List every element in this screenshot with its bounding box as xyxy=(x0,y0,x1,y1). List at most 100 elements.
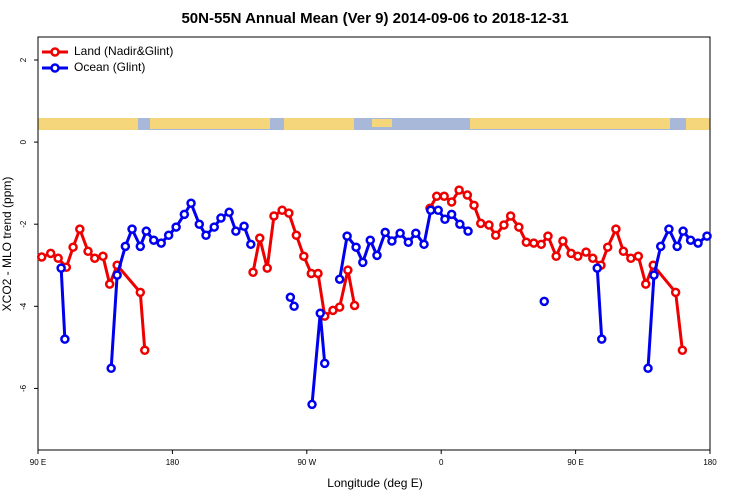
point xyxy=(56,263,66,273)
point xyxy=(455,219,465,229)
point xyxy=(672,241,682,252)
point xyxy=(262,263,272,273)
point xyxy=(135,241,146,252)
point xyxy=(83,246,93,257)
point xyxy=(633,251,644,261)
point xyxy=(239,221,249,232)
point xyxy=(246,239,256,250)
point xyxy=(285,292,296,303)
point xyxy=(89,253,100,264)
point xyxy=(403,237,414,248)
point xyxy=(156,238,166,248)
y-tick-label: -6 xyxy=(19,384,28,392)
point xyxy=(284,208,294,218)
point xyxy=(387,236,397,246)
plot-frame xyxy=(37,36,711,451)
point xyxy=(194,219,205,229)
point xyxy=(141,226,152,236)
point xyxy=(216,213,226,223)
point xyxy=(127,224,137,234)
point xyxy=(36,252,47,262)
point xyxy=(248,267,258,277)
point xyxy=(446,197,457,207)
legend-marker xyxy=(50,47,60,57)
point xyxy=(505,211,516,221)
point xyxy=(365,235,376,245)
x-tick-label: 180 xyxy=(703,458,717,467)
y-tick-label: -4 xyxy=(19,302,28,310)
point xyxy=(358,257,368,268)
point xyxy=(693,238,703,248)
point xyxy=(626,253,636,264)
map-strip xyxy=(38,118,710,130)
y-tick-label: -2 xyxy=(19,220,28,228)
point xyxy=(641,279,651,289)
point xyxy=(68,242,78,252)
legend-label: Ocean (Glint) xyxy=(74,60,145,74)
point xyxy=(602,242,613,252)
point xyxy=(179,209,190,220)
legend-marker xyxy=(50,63,60,73)
point xyxy=(581,247,591,257)
point xyxy=(104,279,115,289)
y-tick-label: 0 xyxy=(19,139,28,144)
point xyxy=(490,230,501,241)
point xyxy=(395,228,405,238)
point xyxy=(411,228,421,238)
point xyxy=(655,241,666,252)
point xyxy=(611,224,621,234)
point xyxy=(98,251,108,261)
point xyxy=(536,239,547,250)
point xyxy=(543,231,553,241)
point xyxy=(75,224,85,234)
point xyxy=(53,253,63,264)
point xyxy=(588,253,598,264)
point xyxy=(351,242,361,252)
point xyxy=(163,230,174,241)
point xyxy=(289,301,299,312)
point xyxy=(499,220,509,230)
point xyxy=(670,287,681,298)
point xyxy=(476,218,486,229)
point xyxy=(171,222,181,232)
point xyxy=(224,207,234,218)
point xyxy=(643,363,653,374)
point xyxy=(201,230,211,241)
series-line xyxy=(41,188,684,351)
point xyxy=(334,302,345,312)
point xyxy=(678,226,688,236)
point xyxy=(106,363,116,374)
point xyxy=(299,251,309,261)
point xyxy=(596,334,607,344)
point xyxy=(148,235,159,245)
point xyxy=(469,200,479,211)
point xyxy=(380,227,390,238)
point xyxy=(573,251,583,261)
point xyxy=(677,345,688,355)
point xyxy=(313,268,323,279)
point xyxy=(307,399,317,410)
point xyxy=(120,241,131,252)
point xyxy=(539,296,549,307)
point xyxy=(269,211,279,221)
point xyxy=(649,270,659,280)
legend-label: Land (Nadir&Glint) xyxy=(74,44,173,58)
point xyxy=(342,231,352,241)
point xyxy=(433,205,443,215)
x-tick-label: 90 E xyxy=(567,458,583,467)
point xyxy=(60,334,70,344)
point xyxy=(112,270,122,280)
point xyxy=(558,236,568,246)
x-tick-label: 90 E xyxy=(30,458,46,467)
point xyxy=(514,222,524,232)
point xyxy=(255,233,265,243)
point xyxy=(440,214,450,225)
point xyxy=(425,205,436,215)
point xyxy=(45,248,56,259)
point xyxy=(702,231,712,241)
point xyxy=(372,250,382,261)
point xyxy=(484,220,494,230)
x-tick-label: 0 xyxy=(439,458,444,467)
point xyxy=(446,209,457,220)
